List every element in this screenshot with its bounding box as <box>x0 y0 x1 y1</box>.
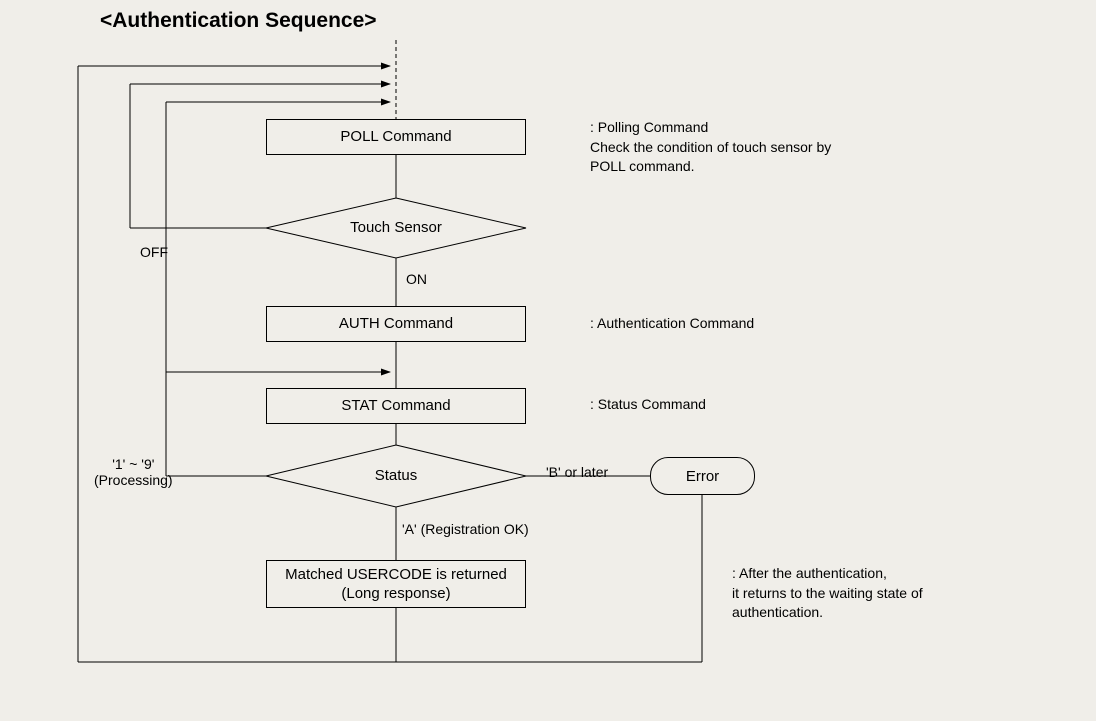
node-touch-sensor-label: Touch Sensor <box>266 219 526 236</box>
annotation-after: : After the authentication, it returns t… <box>732 564 923 623</box>
annotation-auth: : Authentication Command <box>590 314 754 334</box>
node-error: Error <box>650 457 755 495</box>
node-poll-command: POLL Command <box>266 119 526 155</box>
node-status-label: Status <box>266 467 526 484</box>
edge-label-b-or-later: 'B' or later <box>546 464 608 480</box>
connector-lines <box>0 0 1096 721</box>
flowchart-container: <Authentication Sequence> <box>0 0 1096 721</box>
node-result: Matched USERCODE is returned (Long respo… <box>266 560 526 608</box>
edge-label-registration-ok: 'A' (Registration OK) <box>402 521 529 537</box>
page-title: <Authentication Sequence> <box>100 9 377 33</box>
node-auth-command: AUTH Command <box>266 306 526 342</box>
annotation-stat: : Status Command <box>590 395 706 415</box>
edge-label-processing: '1' ~ '9' (Processing) <box>94 456 173 488</box>
edge-label-on: ON <box>406 271 427 287</box>
node-stat-command: STAT Command <box>266 388 526 424</box>
annotation-poll: : Polling Command Check the condition of… <box>590 118 831 177</box>
edge-label-off: OFF <box>140 244 168 260</box>
